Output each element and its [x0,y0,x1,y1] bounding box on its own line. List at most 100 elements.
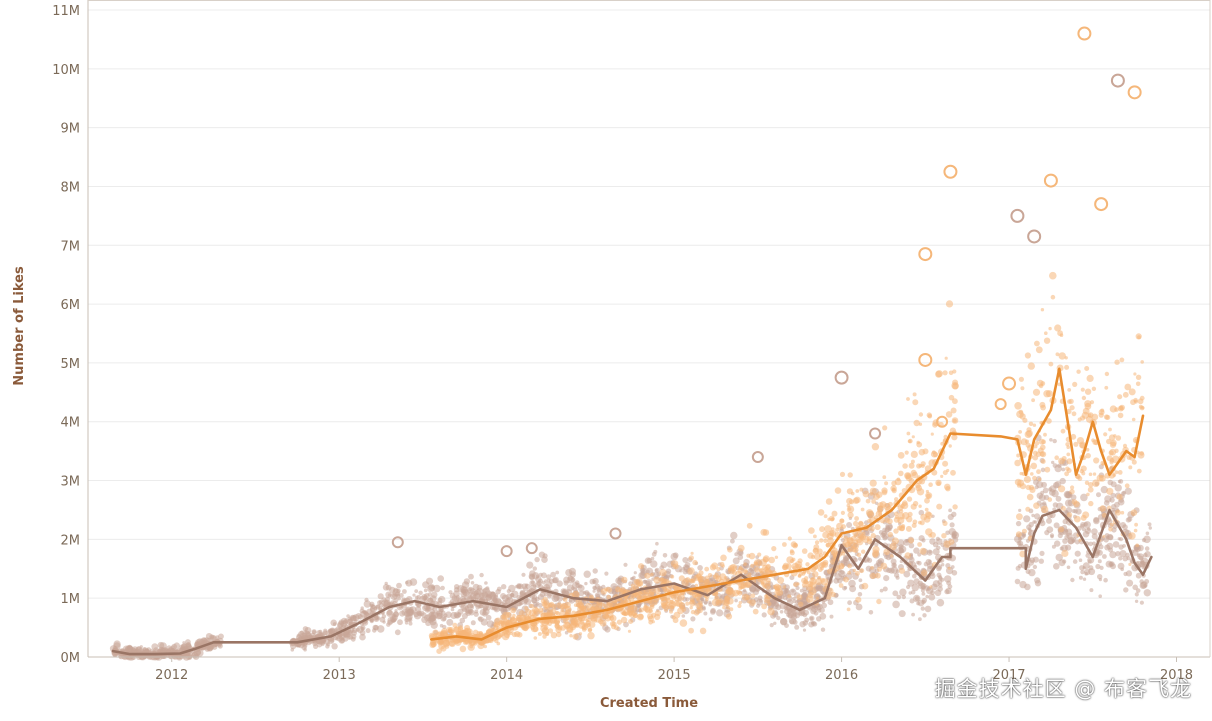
data-point [1078,538,1082,542]
x-axis-title: Created Time [600,696,698,711]
data-point [736,589,741,595]
data-point [546,593,552,599]
data-point [1032,450,1038,456]
data-point [1054,455,1059,461]
data-point [503,608,507,612]
data-point [526,561,534,569]
data-point [559,604,566,610]
data-point [858,578,863,583]
data-point [1126,579,1134,587]
data-point [830,559,836,565]
data-point [636,613,644,621]
data-point [1015,531,1022,538]
data-point [467,609,472,614]
data-point [944,575,952,583]
outlier-point [1027,229,1042,244]
y-tick-label: 9M [61,122,81,137]
data-point [394,629,401,636]
data-point [578,590,585,597]
data-point [1038,494,1046,502]
data-point [1038,558,1045,564]
data-point [815,577,823,586]
data-point [789,575,795,581]
data-point [441,628,448,635]
data-point [1111,507,1116,512]
data-point [754,561,759,565]
data-point [945,411,953,418]
data-point [561,589,566,595]
data-point [1105,560,1113,568]
x-tick-label: 2016 [825,668,858,683]
data-point [1123,587,1129,593]
data-point [547,628,554,634]
data-point [847,511,854,519]
data-point [814,540,820,545]
data-point [448,628,454,634]
data-point [1091,533,1098,540]
data-point [653,576,661,584]
data-point [623,562,628,567]
data-point [1071,509,1076,513]
data-point [847,563,852,569]
data-point [500,614,506,620]
data-point [304,627,312,634]
data-point [769,623,774,628]
data-point [428,611,435,617]
data-point [643,604,648,608]
data-point [876,598,882,605]
data-point [897,505,904,511]
data-point [614,625,619,631]
data-point [812,571,819,578]
data-point [639,607,644,613]
data-point [572,633,579,640]
data-point [1051,544,1056,549]
data-point [646,557,653,564]
data-point [576,602,581,608]
data-point [823,538,828,544]
data-point [902,463,908,469]
data-point [1082,566,1086,570]
data-point [1033,502,1040,510]
data-point [1108,547,1114,553]
data-point [804,617,810,623]
data-point [414,589,419,593]
data-point [1148,526,1153,530]
data-point [537,603,543,608]
data-point [824,525,832,533]
data-point [475,633,480,638]
data-point [1093,457,1100,464]
data-point [470,581,475,585]
data-point [565,624,574,633]
data-point [945,300,954,308]
data-point [794,624,800,630]
data-point [672,552,679,559]
data-point [1091,386,1097,391]
data-point [710,609,716,615]
data-point [592,589,596,593]
data-point [820,627,826,632]
data-point [365,628,371,634]
data-point [1128,465,1133,470]
data-point [547,621,552,626]
data-point [201,637,208,643]
data-point [1066,565,1071,570]
outlier-point [609,527,622,540]
data-point [592,568,598,574]
data-point [457,608,464,615]
data-point [704,566,710,572]
data-point [518,610,525,617]
data-point [921,569,928,577]
data-point [918,617,922,622]
data-point [495,589,501,595]
data-point [122,645,131,653]
data-point [1025,439,1029,444]
data-point [1065,442,1070,447]
data-point [725,605,731,610]
data-point [897,546,904,554]
data-point [931,469,938,476]
data-point [1047,497,1053,502]
data-point [872,551,879,558]
data-point [944,356,948,360]
data-point [627,629,632,633]
data-point [1025,506,1031,512]
